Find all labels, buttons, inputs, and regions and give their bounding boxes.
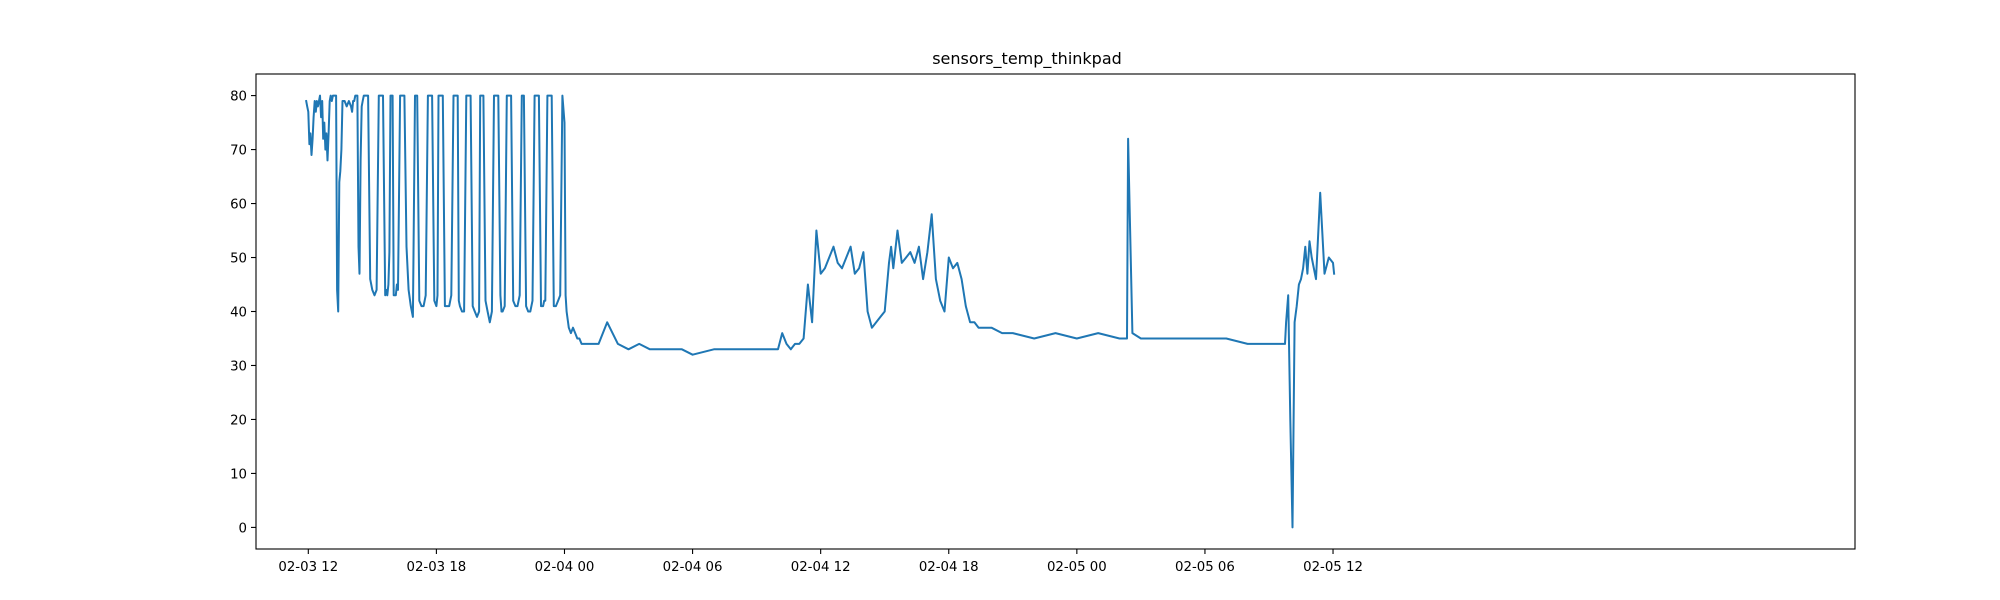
x-tick-label: 02-03 18 — [406, 560, 466, 575]
x-tick-label: 02-04 12 — [791, 560, 851, 575]
axis-ticks: 02-03 12 02-03 18 02-04 00 02-04 06 02-04 12… — [230, 90, 1363, 575]
x-tick-label: 02-04 06 — [663, 560, 723, 575]
y-tick-label: 10 — [230, 467, 247, 482]
x-tick-label: 02-03 12 — [278, 560, 338, 575]
y-tick-label: 0 — [239, 521, 247, 536]
x-tick-label: 02-05 06 — [1175, 560, 1235, 575]
axes-frame — [255, 73, 1856, 550]
chart-title: sensors_temp_thinkpad — [932, 49, 1122, 69]
y-tick-label: 50 — [230, 252, 247, 267]
x-tick-label: 02-04 00 — [535, 560, 595, 575]
y-tick-label: 40 — [230, 306, 247, 321]
x-tick-label: 02-04 18 — [919, 560, 979, 575]
series-line — [305, 94, 1336, 529]
x-tick-label: 02-05 12 — [1303, 560, 1363, 575]
x-tick-label: 02-05 00 — [1047, 560, 1107, 575]
y-tick-label: 20 — [230, 413, 247, 428]
y-tick-label: 30 — [230, 359, 247, 374]
y-tick-label: 70 — [230, 144, 247, 159]
y-tick-label: 60 — [230, 198, 247, 213]
plot-area — [305, 94, 1336, 529]
y-tick-label: 80 — [230, 90, 247, 105]
